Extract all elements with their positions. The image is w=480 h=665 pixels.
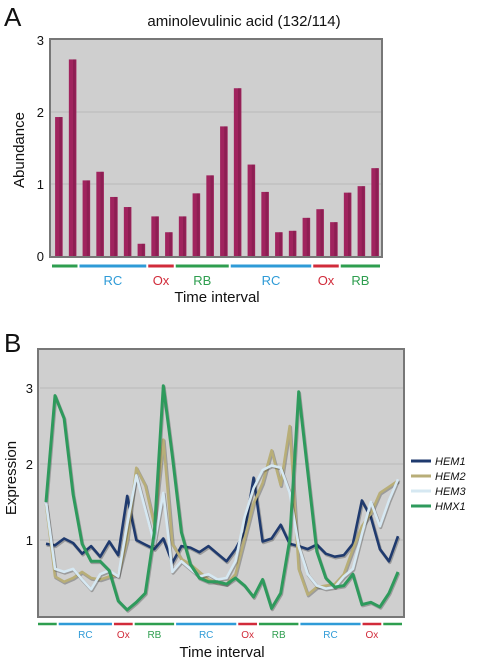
- chart-b-condition-label: RC: [323, 630, 337, 641]
- chart-a-bar: [68, 59, 77, 256]
- chart-a-xlabel: Time interval: [174, 289, 259, 306]
- chart-a-y-tick-label: 0: [37, 249, 44, 264]
- chart-a-condition-label: RC: [103, 273, 122, 288]
- chart-a-bar-shade: [334, 222, 337, 256]
- chart-a-bar-shade: [155, 216, 159, 256]
- chart-a-condition-label: Ox: [153, 273, 170, 288]
- chart-b-series-shadow: [45, 465, 401, 593]
- chart-a-bar-shade: [306, 217, 310, 256]
- chart-a-bar: [110, 196, 118, 256]
- panel-a-letter: A: [4, 2, 22, 32]
- chart-b-series-line-hem3: [44, 464, 400, 591]
- chart-a-bar: [302, 217, 311, 256]
- chart-a-grid: [51, 111, 381, 185]
- chart-a-bar-shade: [375, 168, 379, 256]
- chart-a-bar: [357, 186, 366, 256]
- chart-b-xlabel: Time interval: [179, 644, 264, 661]
- chart-b-series-line-hem1: [45, 476, 400, 565]
- chart-a-bar: [220, 126, 228, 257]
- chart-a-condition-label: RB: [193, 273, 211, 288]
- chart-b-legend-label: HEM3: [435, 486, 466, 498]
- chart-a-bar: [343, 192, 352, 256]
- chart-a-bar-shade: [224, 126, 227, 257]
- chart-a-bar-shade: [210, 175, 214, 256]
- chart-a-y-tick-label: 1: [37, 177, 44, 192]
- chart-b-condition-label: Ox: [241, 630, 254, 641]
- chart-b-lines: [44, 384, 401, 613]
- chart-a-bar: [82, 180, 91, 256]
- chart-a-bar: [123, 207, 132, 256]
- chart-a-bar-shade: [169, 232, 172, 256]
- chart-a-bar: [151, 216, 159, 256]
- chart-b-legend-label: HMX1: [435, 501, 466, 513]
- chart-a-bar: [247, 164, 256, 256]
- chart-b-condition-label: RB: [272, 630, 286, 641]
- chart-a-condition-label: RB: [351, 273, 369, 288]
- chart-a-condition-bars: RC Ox RB RC Ox RB: [52, 264, 380, 288]
- chart-b-legend-label: HEM1: [435, 456, 466, 468]
- chart-b-ylabel: Expression: [3, 441, 20, 515]
- chart-b-condition-label: RB: [147, 630, 161, 641]
- chart-a-bars: [55, 59, 379, 257]
- chart-a-bar: [137, 243, 146, 256]
- chart-b-y-tick-label: 3: [26, 381, 33, 396]
- chart-a-bar-shade: [265, 191, 269, 256]
- chart-a-bar: [371, 168, 379, 256]
- chart-a-bar: [233, 88, 242, 257]
- chart-a-bar: [288, 230, 297, 256]
- chart-a-bar: [165, 232, 173, 256]
- chart-a-bar-shade: [320, 209, 324, 256]
- chart-a-ylabel: Abundance: [11, 112, 28, 188]
- chart-a-bar-shade: [196, 193, 200, 256]
- chart-a-bar-shade: [128, 207, 131, 256]
- chart-a-condition-label: Ox: [318, 273, 335, 288]
- chart-a-y-ticks: 0 1 2 3: [37, 33, 44, 264]
- chart-a-bar: [192, 193, 201, 256]
- chart-b-condition-label: RC: [78, 630, 92, 641]
- chart-a-bar: [330, 222, 338, 256]
- chart-a-bar: [55, 117, 63, 256]
- chart-b-series-line-hmx1: [44, 384, 400, 612]
- chart-a-bar: [96, 171, 104, 256]
- chart-a-bar-shade: [279, 232, 282, 256]
- chart-b-y-tick-label: 2: [26, 457, 33, 472]
- chart-a-bar-shade: [141, 243, 145, 256]
- chart-a-bar-shade: [183, 216, 186, 256]
- chart-b-legend-label: HEM2: [435, 471, 466, 483]
- chart-a-bar: [178, 216, 187, 256]
- chart-a-bar-shade: [348, 192, 351, 256]
- chart-a-bar-shade: [73, 59, 76, 256]
- chart-b-condition-bars: RC Ox RB RC Ox RB RC Ox: [38, 622, 402, 641]
- chart-a-bar-shade: [114, 196, 117, 256]
- chart-a-bar-shade: [238, 88, 241, 257]
- chart-a-title: aminolevulinic acid (132/114): [147, 13, 340, 30]
- chart-b-y-tick-label: 1: [26, 533, 33, 548]
- chart-a-bar-shade: [251, 164, 255, 256]
- panel-b-letter: B: [4, 328, 21, 358]
- chart-a-bar-shade: [293, 230, 296, 256]
- chart-a-y-tick-label: 2: [37, 105, 44, 120]
- chart-b-legend: HEM1 HEM2 HEM3 HMX1: [411, 456, 466, 513]
- chart-a-bar-shade: [59, 117, 62, 256]
- chart-a-bar: [261, 191, 269, 256]
- chart-a-y-tick-label: 3: [37, 33, 44, 48]
- chart-a-bar-shade: [86, 180, 90, 256]
- chart-a-plot-bg: [49, 38, 383, 258]
- chart-a-bar: [316, 209, 324, 256]
- chart-a-bar-shade: [361, 186, 365, 256]
- chart-b-condition-label: RC: [199, 630, 213, 641]
- chart-a-bar: [206, 175, 214, 256]
- chart-b-condition-label: Ox: [117, 630, 130, 641]
- chart-b-y-ticks: 1 2 3: [26, 381, 33, 548]
- chart-b-plot-bg: [37, 348, 405, 618]
- chart-b-condition-label: Ox: [366, 630, 379, 641]
- chart-a-bar: [275, 232, 283, 256]
- chart-b-grid: [40, 387, 403, 541]
- chart-a-bar-shade: [100, 171, 104, 256]
- chart-a-condition-label: RC: [262, 273, 281, 288]
